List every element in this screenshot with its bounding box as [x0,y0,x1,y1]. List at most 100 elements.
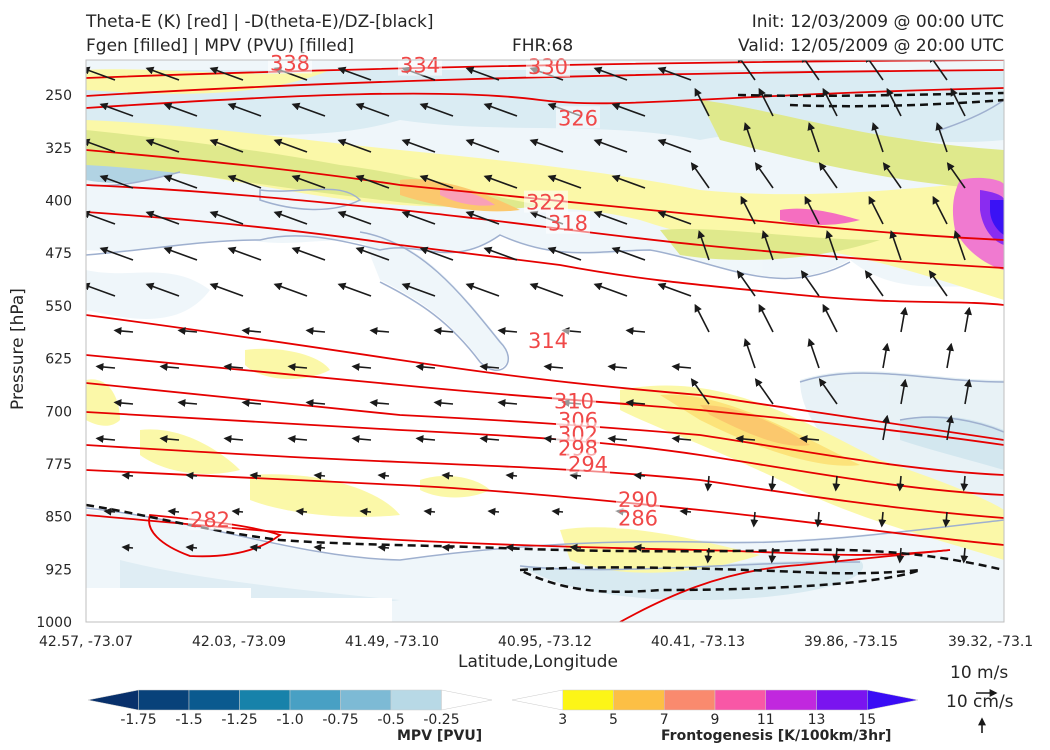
x-tick-label: 40.41, -73.13 [651,634,745,650]
wind-vector [529,282,564,297]
wind-vector [159,435,180,443]
y-tick-label: 1000 [36,615,72,631]
wind-vector [768,475,777,492]
wind-vector [896,475,905,492]
theta-e-label-bg [616,487,660,510]
wind-vector [99,246,134,261]
wind-vector [657,138,692,153]
forecast-hour: FHR:68 [512,36,574,56]
theta-e-label-bg [188,508,232,531]
wind-vector [822,303,838,333]
wind-vector [960,475,969,492]
colorbar-tick-label: 7 [660,712,669,728]
colorbar-swatch [441,689,493,711]
wind-vector [177,399,198,407]
colorbar-tick-label: -1.25 [221,712,257,728]
wind-vector [159,363,180,371]
wind-vector [505,543,518,552]
y-tick-label: 925 [45,562,72,578]
wind-vector [758,303,774,333]
wind-vector [735,435,756,443]
wind-vector [547,246,582,261]
wind-vector [543,363,564,371]
wind-vector [423,507,436,516]
wind-vector [878,511,887,528]
wind-vector [305,399,326,407]
colorbar-swatch [289,689,341,711]
wind-vector [657,282,692,297]
wind-vector [736,270,756,297]
wind-vector [121,543,134,552]
wind-vector [593,282,628,297]
wind-vector [497,399,518,407]
wind-vector [611,174,646,189]
x-tick-label: 40.95, -73.12 [498,634,592,650]
wind-vector [95,435,116,443]
wind-vector [825,230,838,261]
plot-frame [85,59,1005,623]
theta-e-label: 314 [528,329,568,353]
wind-vector [145,282,180,297]
wind-vector [529,138,564,153]
x-tick-label: 39.86, -73.15 [804,634,898,650]
theta-e-label: 338 [270,52,310,76]
y-tick-label: 775 [45,457,72,473]
wind-vector [761,230,774,261]
theta-e-label: 334 [400,54,440,78]
wind-vector [479,363,500,371]
wind-vector [103,507,116,516]
wind-vector [882,162,902,189]
wind-vector [145,66,180,81]
wind-vector [704,475,713,492]
wind-vector [355,102,390,117]
wind-vector [209,210,244,225]
wind-vector [800,60,820,81]
wind-vector [633,471,646,480]
wind-vector [291,174,326,189]
mpv-colorbar: -1.75 -1.5 -1.25 -1.0 -0.75 -0.5 -0.25 [87,689,493,728]
wind-vector [743,338,756,369]
colorbar-tick-label: -0.75 [322,712,358,728]
colorbar-swatch [511,689,563,711]
mpv-colorbar-title: MPV [PVU] [397,728,483,744]
theta-e-labels: 338 334 3303263223183143103063022982942902… [188,52,660,532]
wind-vector [832,475,841,492]
wind-vector [804,195,820,225]
y-axis-label: Pressure [hPa] [8,288,28,410]
wind-vector [754,162,774,189]
wind-vector [377,471,390,480]
theta-e-label: 282 [190,508,230,532]
wind-vector [483,246,518,261]
colorbar-swatch [867,689,919,711]
wind-vector [355,174,390,189]
wind-vector [273,138,308,153]
init-time: Init: 12/03/2009 @ 00:00 UTC [751,12,1004,32]
wind-vector [960,547,969,564]
wind-vector [800,270,820,297]
wind-vector [900,306,908,333]
wind-vector [369,327,390,335]
wind-vector [86,66,116,81]
colorbar-swatch [714,689,766,711]
frontogenesis-colorbar: 3 5 7 9 11 13 15 [511,689,919,728]
wind-vector [758,87,774,117]
wind-vector [241,327,262,335]
wind-vector [593,66,628,81]
wind-vector [886,87,902,117]
x-tick-label: 39.32, -73.1 [948,634,1033,650]
wind-vector [167,507,180,516]
wind-vector [479,435,500,443]
theta-e-label: 322 [526,191,566,215]
wind-vector [607,363,628,371]
x-tick-label: 41.49, -73.10 [345,634,439,650]
colorbars: -1.75 -1.5 -1.25 -1.0 -0.75 -0.5 -0.25 3 5 7 9 11 1… [87,689,919,728]
wind-vector [569,543,582,552]
wind-vector [483,102,518,117]
colorbar-swatch [562,689,614,711]
wind-vector [433,399,454,407]
wind-vector [223,363,244,371]
wind-vector [611,246,646,261]
wind-vector [209,66,244,81]
wind-vector [964,378,972,405]
